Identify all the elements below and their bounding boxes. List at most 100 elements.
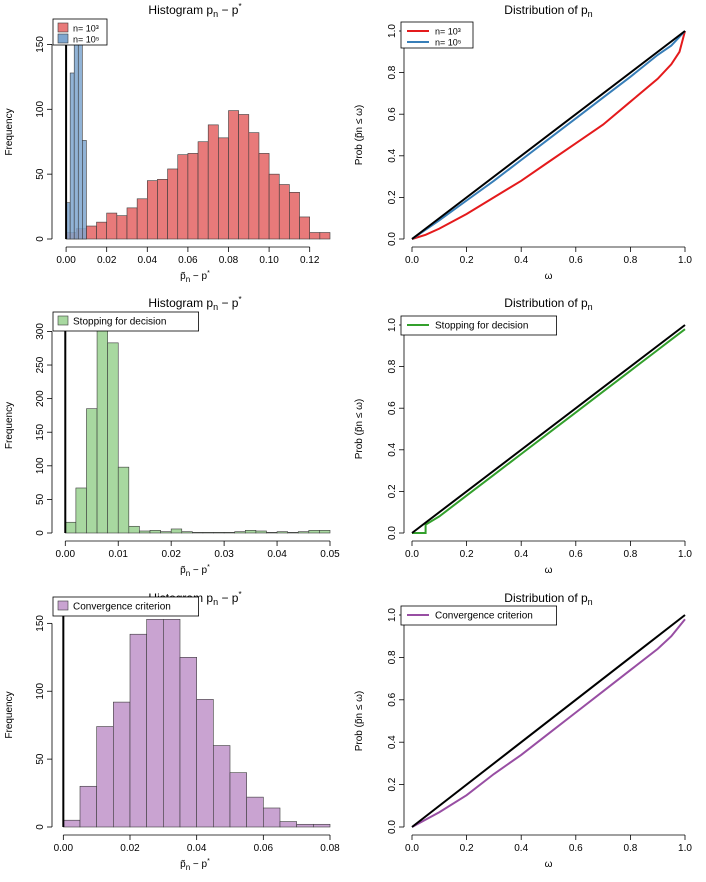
- x-tick-label: 0.4: [514, 549, 528, 560]
- x-tick-label: 0.0: [405, 549, 419, 560]
- y-tick-label: 0.0: [387, 232, 398, 246]
- diagonal-reference-line: [411, 324, 686, 534]
- y-tick-label: 1.0: [387, 24, 398, 38]
- x-tick-label: 0.10: [259, 255, 279, 266]
- x-tick-label: 0.02: [120, 843, 140, 854]
- histogram-bar: [192, 532, 204, 534]
- histogram-bar: [63, 819, 81, 828]
- histogram-bar: [313, 823, 331, 828]
- legend-box: [400, 605, 558, 626]
- legend-box: [400, 315, 558, 336]
- x-tick-label: 0.8: [623, 843, 637, 854]
- legend-label: n= 10⁵: [73, 35, 100, 45]
- legend-label: n= 10⁵: [435, 38, 462, 48]
- chart-title: Distribution of pn: [504, 296, 592, 312]
- histogram-bar: [308, 530, 320, 534]
- histogram-bar: [179, 657, 197, 828]
- y-tick-label: 150: [35, 423, 46, 440]
- histogram-bar: [223, 532, 236, 534]
- x-tick-label: 0.00: [56, 549, 76, 560]
- x-tick-label: 0.4: [514, 843, 528, 854]
- y-tick-label: 0.0: [387, 526, 398, 540]
- x-tick-label: 0.6: [569, 843, 583, 854]
- x-axis-label: p̃n − p*: [180, 858, 210, 872]
- chart-title: Histogram pn − p*: [148, 295, 241, 312]
- histogram-bar: [113, 701, 131, 828]
- legend-label: Stopping for decision: [435, 321, 528, 332]
- x-tick-label: 0.00: [56, 255, 76, 266]
- histogram-bar: [129, 633, 147, 828]
- histogram-bar: [196, 699, 214, 828]
- histogram-bar: [73, 37, 79, 240]
- y-tick-label: 100: [35, 457, 46, 474]
- histogram-bar: [213, 745, 231, 828]
- y-tick-label: 0.4: [387, 735, 398, 749]
- histogram-bar: [86, 408, 98, 534]
- histogram-bar: [126, 207, 138, 240]
- histogram-bar: [181, 531, 193, 534]
- histogram-bar: [263, 807, 281, 828]
- x-tick-label: 0.6: [569, 549, 583, 560]
- y-tick-label: 150: [35, 615, 46, 632]
- y-tick-label: 1.0: [387, 608, 398, 622]
- histogram-bar: [278, 184, 290, 240]
- histogram-bar: [258, 153, 270, 240]
- y-tick-label: 0: [35, 824, 46, 830]
- x-tick-label: 0.6: [569, 255, 583, 266]
- histogram-bar: [64, 521, 77, 534]
- histogram-bar: [297, 531, 310, 534]
- x-tick-label: 0.01: [109, 549, 129, 560]
- x-axis-label: ω: [545, 565, 553, 576]
- panel-ecdf-convergence: Distribution of pn 0.0 0.2 0.4 0.6 0.8 1.0 0.0 0…: [354, 591, 692, 870]
- histogram-bar: [213, 532, 225, 534]
- ecdf-line: [411, 618, 686, 828]
- histogram-bar: [255, 530, 267, 534]
- x-axis-label: p̃n − p*: [180, 564, 210, 578]
- y-tick-label: 50: [35, 753, 46, 765]
- histogram-bar: [319, 530, 331, 534]
- histogram-bar: [319, 232, 331, 240]
- y-tick-label: 0.4: [387, 442, 398, 456]
- x-axis-label: p̃n − p*: [180, 270, 210, 284]
- x-tick-label: 0.02: [97, 255, 117, 266]
- legend-swatch: [57, 33, 69, 44]
- y-tick-label: 300: [35, 323, 46, 340]
- ecdf-line: [411, 30, 686, 240]
- x-tick-label: 0.05: [320, 549, 340, 560]
- histogram-bar: [234, 531, 246, 534]
- x-tick-label: 0.2: [460, 255, 474, 266]
- histogram-bar: [75, 487, 87, 534]
- x-tick-label: 0.04: [267, 549, 287, 560]
- histogram-bar: [96, 726, 114, 828]
- y-axis-label: Prob (p̃n ≤ ω): [354, 105, 365, 166]
- x-tick-label: 1.0: [678, 255, 692, 266]
- histogram-bar: [266, 532, 278, 534]
- histogram-bar: [202, 532, 214, 534]
- legend-swatch: [57, 600, 69, 611]
- histogram-bar: [157, 179, 168, 240]
- x-tick-label: 1.0: [678, 843, 692, 854]
- histogram-bar: [279, 821, 297, 828]
- histogram-bar: [146, 618, 164, 828]
- x-tick-label: 0.06: [254, 843, 274, 854]
- legend-swatch: [57, 22, 69, 33]
- y-tick-label: 0.6: [387, 107, 398, 121]
- y-tick-label: 0.6: [387, 401, 398, 415]
- histogram-bar: [167, 168, 179, 240]
- histogram-bar: [228, 110, 239, 240]
- legend: Convergence criterion: [52, 596, 200, 617]
- y-tick-label: 0.2: [387, 484, 398, 498]
- legend-label: Convergence criterion: [435, 611, 533, 622]
- histogram-bar: [187, 153, 199, 240]
- histogram-bar: [276, 531, 288, 534]
- histogram-bar: [244, 530, 257, 534]
- x-tick-label: 0.08: [320, 843, 340, 854]
- y-axis-label: Frequency: [4, 691, 15, 738]
- y-tick-label: 50: [35, 493, 46, 505]
- y-tick-label: 0.2: [387, 190, 398, 204]
- ecdf-line: [411, 30, 686, 240]
- histogram-bar: [146, 180, 158, 240]
- histogram-bar: [116, 215, 128, 240]
- y-tick-label: 1.0: [387, 318, 398, 332]
